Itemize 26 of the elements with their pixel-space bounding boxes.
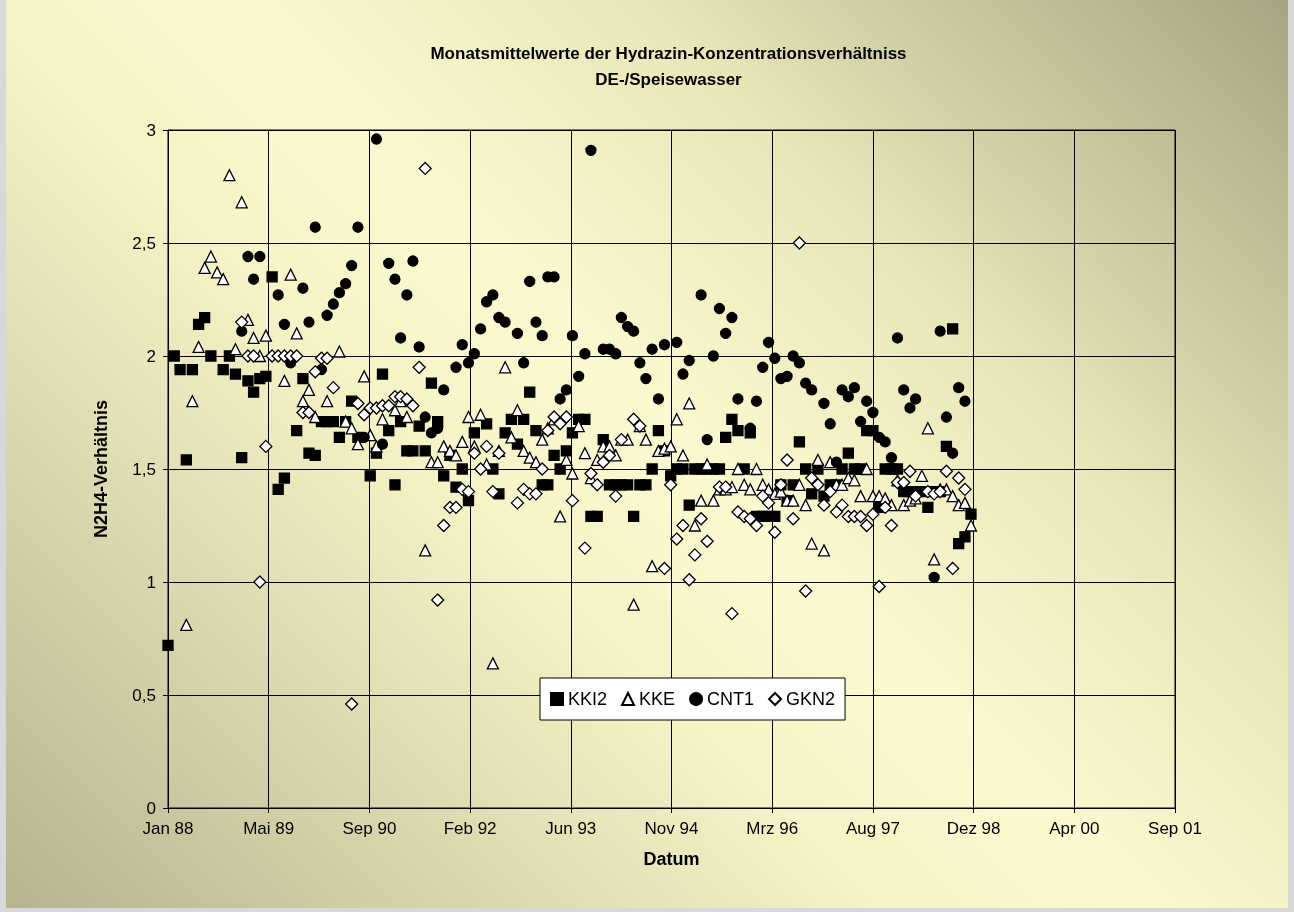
y-axis-title: N2H4-Verhältnis: [91, 399, 111, 539]
y-tick-label: 1,5: [132, 459, 156, 479]
x-tick-label: Feb 92: [443, 819, 497, 838]
x-tick-label: Sep 01: [1148, 819, 1202, 838]
x-axis-title: Datum: [643, 849, 700, 869]
y-tick-label: 3: [146, 120, 156, 140]
y-tick-label: 1: [146, 572, 156, 592]
x-tick-label: Mrz 96: [746, 819, 799, 838]
x-tick-label: Apr 00: [1049, 819, 1100, 838]
x-tick-label: Jun 93: [545, 819, 597, 838]
legend-label: CNT1: [707, 689, 755, 709]
y-tick-label: 0: [146, 798, 156, 818]
x-tick-label: Jan 88: [142, 819, 194, 838]
chart-subtitle: DE-/Speisewasser: [595, 70, 743, 89]
y-tick-label: 0,5: [132, 685, 156, 705]
legend-label: KKI2: [568, 689, 608, 709]
x-tick-label: Dez 98: [946, 819, 1001, 838]
legend-label: GKN2: [786, 689, 836, 709]
y-tick-label: 2,5: [132, 233, 156, 253]
x-tick-label: Nov 94: [644, 819, 699, 838]
y-tick-label: 2: [146, 346, 156, 366]
x-tick-label: Mai 89: [243, 819, 295, 838]
legend-label: KKE: [639, 689, 676, 709]
chart-title: Monatsmittelwerte der Hydrazin-Konzentrationsverhältniss: [430, 44, 907, 63]
x-tick-label: Sep 90: [342, 819, 397, 838]
x-tick-label: Aug 97: [845, 819, 900, 838]
